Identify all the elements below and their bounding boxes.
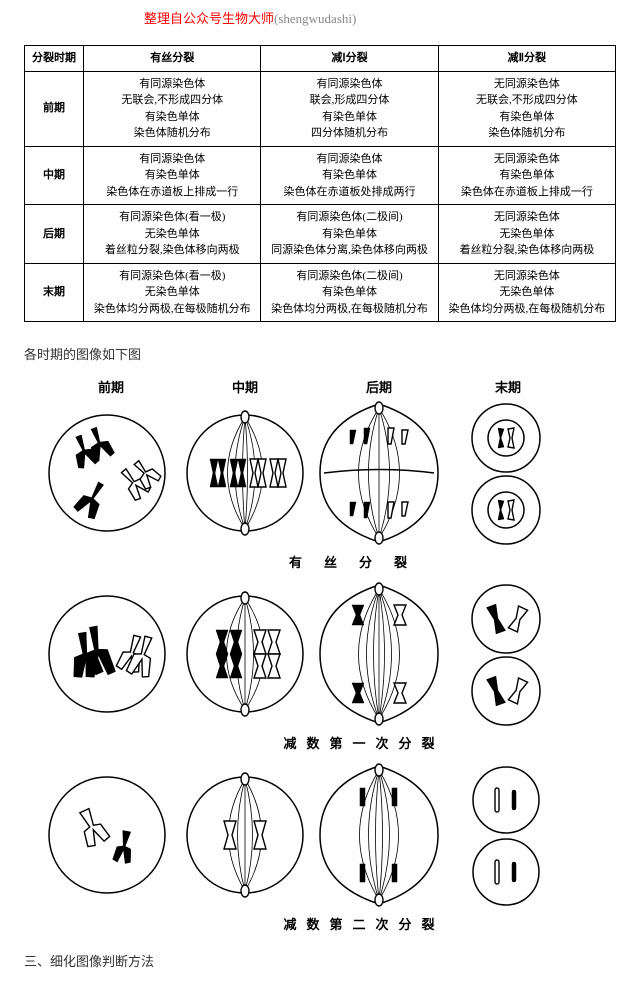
page: 整理自公众号生物大师(shengwudashi) 分裂时期 有丝分裂 减Ⅰ分裂 … [0, 0, 640, 990]
meiosis1-prophase-icon [42, 584, 180, 724]
table-row: 末期有同源染色体(看一极)无染色单体染色体均分两极,在每极随机分布有同源染色体(… [25, 263, 616, 322]
row-meiosis1 [42, 579, 616, 729]
row-header: 后期 [25, 205, 84, 264]
table-row: 前期有同源染色体无联会,不形成四分体有染色单体染色体随机分布有同源染色体联会,形… [25, 71, 616, 146]
label-telophase: 末期 [448, 377, 568, 396]
label-anaphase: 后期 [310, 377, 448, 396]
cell: 无同源染色体无染色单体染色体均分两极,在每极随机分布 [438, 263, 615, 322]
section-3-title: 三、细化图像判断方法 [24, 951, 616, 970]
meiosis1-anaphase-icon [310, 579, 448, 729]
comparison-table: 分裂时期 有丝分裂 减Ⅰ分裂 减Ⅱ分裂 前期有同源染色体无联会,不形成四分体有染… [24, 45, 616, 322]
label-prophase: 前期 [42, 377, 180, 396]
meiosis1-metaphase-icon [180, 584, 310, 724]
row-header: 中期 [25, 146, 84, 205]
mitosis-telophase-icon [448, 398, 568, 548]
meiosis2-prophase-icon [42, 765, 180, 905]
th-meiosis1: 减Ⅰ分裂 [261, 46, 438, 72]
row-mitosis [42, 398, 616, 548]
cell: 有同源染色体(二极间)有染色单体同源染色体分离,染色体移向两极 [261, 205, 438, 264]
row-label-meiosis2: 减数第二次分裂 [112, 914, 616, 933]
meiosis2-telophase-icon [448, 760, 568, 910]
label-metaphase: 中期 [180, 377, 310, 396]
meiosis1-telophase-icon [448, 579, 568, 729]
meiosis2-metaphase-icon [180, 765, 310, 905]
cell: 有同源染色体有染色单体染色体在赤道板处排成两行 [261, 146, 438, 205]
table-row: 中期有同源染色体有染色单体染色体在赤道板上排成一行有同源染色体有染色单体染色体在… [25, 146, 616, 205]
cell: 有同源染色体(看一极)无染色单体着丝粒分裂,染色体移向两极 [84, 205, 261, 264]
cell: 有同源染色体无联会,不形成四分体有染色单体染色体随机分布 [84, 71, 261, 146]
table-header-row: 分裂时期 有丝分裂 减Ⅰ分裂 减Ⅱ分裂 [25, 46, 616, 72]
cell: 有同源染色体(二极间)有染色单体染色体均分两极,在每极随机分布 [261, 263, 438, 322]
row-header: 末期 [25, 263, 84, 322]
cell: 无同源染色体有染色单体染色体在赤道板上排成一行 [438, 146, 615, 205]
source-credit: 整理自公众号生物大师(shengwudashi) [144, 8, 616, 27]
phase-labels: 前期 中期 后期 末期 [42, 377, 616, 396]
row-label-meiosis1: 减数第一次分裂 [112, 733, 616, 752]
cell: 有同源染色体联会,形成四分体有染色单体四分体随机分布 [261, 71, 438, 146]
diagram-caption: 各时期的图像如下图 [24, 344, 616, 363]
meiosis2-anaphase-icon [310, 760, 448, 910]
mitosis-metaphase-icon [180, 403, 310, 543]
row-label-mitosis: 有丝分裂 [102, 552, 616, 571]
source-prefix: 整理自公众号生物大师 [144, 11, 274, 26]
cell: 有同源染色体有染色单体染色体在赤道板上排成一行 [84, 146, 261, 205]
mitosis-prophase-icon [42, 403, 180, 543]
table-row: 后期有同源染色体(看一极)无染色单体着丝粒分裂,染色体移向两极有同源染色体(二极… [25, 205, 616, 264]
row-header: 前期 [25, 71, 84, 146]
row-meiosis2 [42, 760, 616, 910]
mitosis-anaphase-icon [310, 398, 448, 548]
cell: 无同源染色体无联会,不形成四分体有染色单体染色体随机分布 [438, 71, 615, 146]
source-suffix: (shengwudashi) [274, 11, 356, 26]
cell: 有同源染色体(看一极)无染色单体染色体均分两极,在每极随机分布 [84, 263, 261, 322]
th-mitosis: 有丝分裂 [84, 46, 261, 72]
cell: 无同源染色体无染色单体着丝粒分裂,染色体移向两极 [438, 205, 615, 264]
th-meiosis2: 减Ⅱ分裂 [438, 46, 615, 72]
diagram-area: 前期 中期 后期 末期 [42, 377, 616, 933]
th-phase: 分裂时期 [25, 46, 84, 72]
